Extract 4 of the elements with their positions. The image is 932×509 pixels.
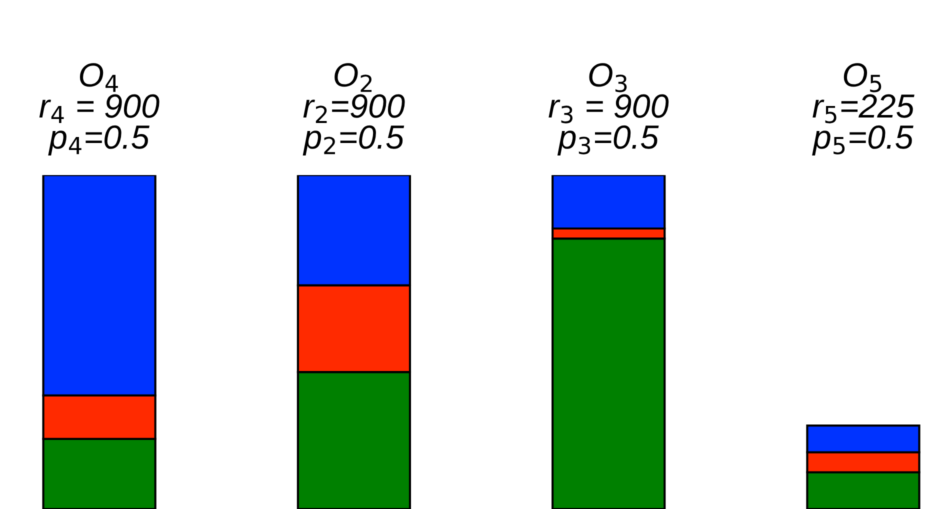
category-label: O$_{5}$ r$_{5}$=225 p$_{5}$=0.5 bbox=[812, 63, 914, 156]
category-label: O$_{2}$ r$_{2}$=900 p$_{2}$=0.5 bbox=[302, 63, 405, 156]
category-label: O$_{4}$ r$_{4}$ = 900 p$_{4}$=0.5 bbox=[39, 63, 160, 156]
category-label: O$_{3}$ r$_{3}$ = 900 p$_{3}$=0.5 bbox=[548, 63, 669, 156]
